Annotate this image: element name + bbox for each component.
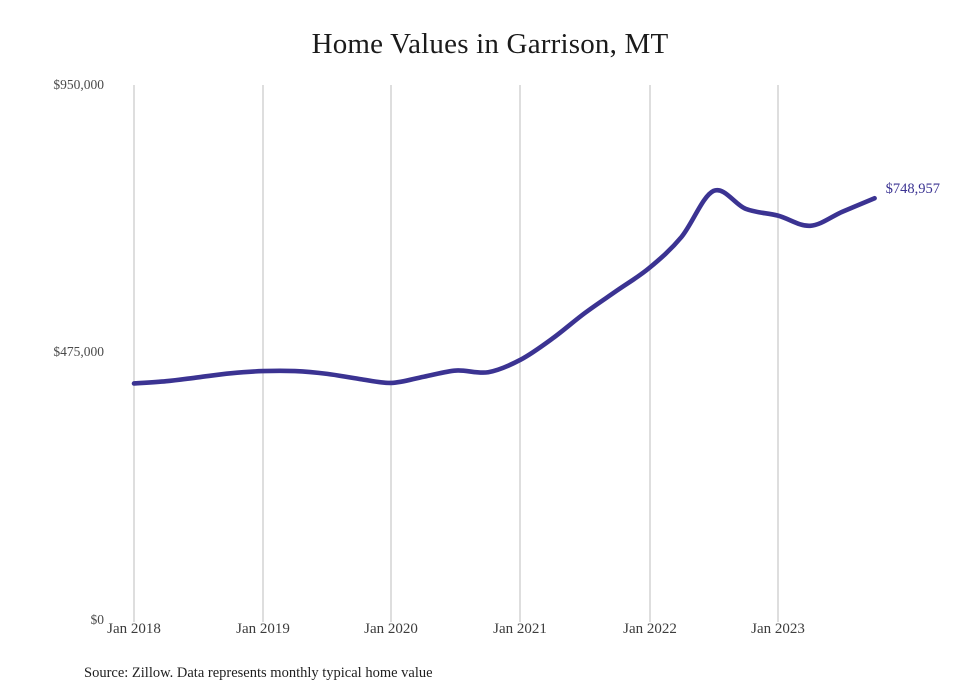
x-tick-label-jan-2023: Jan 2023	[751, 621, 805, 637]
y-tick-label-top: $950,000	[53, 77, 104, 92]
x-tick-label-jan-2018: Jan 2018	[107, 621, 161, 637]
gridlines	[133, 85, 779, 622]
x-tick-label-jan-2022: Jan 2022	[623, 621, 677, 637]
chart-title: Home Values in Garrison, MT	[311, 28, 669, 60]
home-value-line-series	[131, 187, 877, 386]
x-tick-label-jan-2021: Jan 2021	[493, 621, 547, 637]
source-note: Source: Zillow. Data represents monthly …	[84, 665, 433, 681]
y-tick-label-mid: $475,000	[53, 344, 104, 359]
end-value-label: $748,957	[885, 181, 940, 198]
x-tick-label-jan-2019: Jan 2019	[236, 621, 290, 637]
y-tick-label-bottom: $0	[90, 612, 105, 627]
x-tick-label-jan-2020: Jan 2020	[364, 621, 418, 637]
